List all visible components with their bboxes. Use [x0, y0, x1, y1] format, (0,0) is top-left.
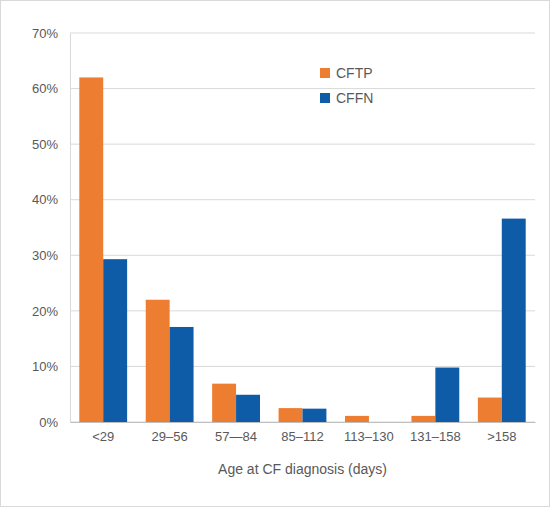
x-tick: 113–130: [344, 422, 394, 444]
grid-line: [70, 255, 535, 256]
grid-line: [70, 310, 535, 311]
grid-line: [70, 144, 535, 145]
grid: [70, 33, 535, 422]
chart-border: [1, 1, 550, 507]
grid-line: [70, 199, 535, 200]
y-axis: 0% 10% 20% 30% 40% 50% 60% 70%: [32, 26, 71, 430]
x-tick: 85–112: [281, 422, 323, 444]
bars: [79, 77, 525, 422]
x-tick-label: 29–56: [152, 429, 188, 444]
y-tick-label: 50%: [32, 137, 58, 152]
grid-line: [70, 88, 535, 89]
bar: [146, 300, 170, 422]
y-tick: 20%: [32, 304, 70, 319]
x-tick: 57—84: [215, 422, 257, 444]
y-tick-label: 40%: [32, 192, 58, 207]
bar: [236, 395, 260, 422]
y-axis-line: [70, 34, 71, 423]
bar: [411, 416, 435, 422]
legend-item: CFFN: [320, 90, 373, 106]
y-tick: 30%: [32, 248, 70, 263]
bar: [345, 416, 369, 422]
x-tick-label: 131–158: [410, 429, 461, 444]
x-tick: 29–56: [152, 422, 188, 444]
y-tick-label: 60%: [32, 81, 58, 96]
series: [79, 77, 501, 422]
bar: [170, 327, 194, 422]
y-tick: 40%: [32, 192, 70, 207]
x-axis-line: [71, 422, 536, 423]
legend-swatch: [320, 93, 330, 103]
bar: [103, 259, 127, 422]
plot: 0% 10% 20% 30% 40% 50% 60% 70% <29 29–56 57—84 85–1…: [32, 26, 536, 445]
y-tick-label: 10%: [32, 359, 58, 374]
x-axis-title: Age at CF diagnosis (days): [218, 461, 387, 477]
legend-label: CFFN: [336, 90, 373, 106]
y-tick: 70%: [32, 26, 70, 41]
grid-line: [70, 33, 535, 34]
x-tick: 131–158: [410, 422, 461, 444]
legend-label: CFTP: [336, 65, 373, 81]
y-tick: 60%: [32, 81, 70, 96]
y-tick-label: 70%: [32, 26, 58, 41]
y-tick-label: 20%: [32, 304, 58, 319]
x-tick: >158: [487, 422, 516, 444]
x-tick-label: 57—84: [215, 429, 257, 444]
bar: [279, 408, 303, 422]
y-tick: 50%: [32, 137, 70, 152]
y-tick: 0%: [39, 415, 70, 430]
bar: [435, 368, 459, 422]
y-tick: 10%: [32, 359, 70, 374]
chart: 0% 10% 20% 30% 40% 50% 60% 70% <29 29–56 57—84 85–1…: [0, 0, 550, 507]
x-tick-label: <29: [92, 429, 114, 444]
series: [103, 219, 525, 422]
legend-swatch: [320, 68, 330, 78]
x-tick-label: 113–130: [344, 429, 394, 444]
x-tick-label: 85–112: [281, 429, 323, 444]
legend: CFTP CFFN: [320, 65, 373, 106]
y-tick-label: 30%: [32, 248, 58, 263]
legend-item: CFTP: [320, 65, 373, 81]
y-tick-label: 0%: [39, 415, 58, 430]
bar: [478, 398, 502, 422]
grid-line: [70, 366, 535, 367]
bar: [212, 384, 236, 422]
x-axis: <29 29–56 57—84 85–112 113–130 131–158 >158: [71, 422, 536, 444]
bar: [502, 219, 526, 422]
x-tick-label: >158: [487, 429, 516, 444]
bar: [79, 77, 103, 422]
x-tick: <29: [92, 422, 114, 444]
bar: [303, 409, 327, 422]
bar: [369, 422, 393, 423]
